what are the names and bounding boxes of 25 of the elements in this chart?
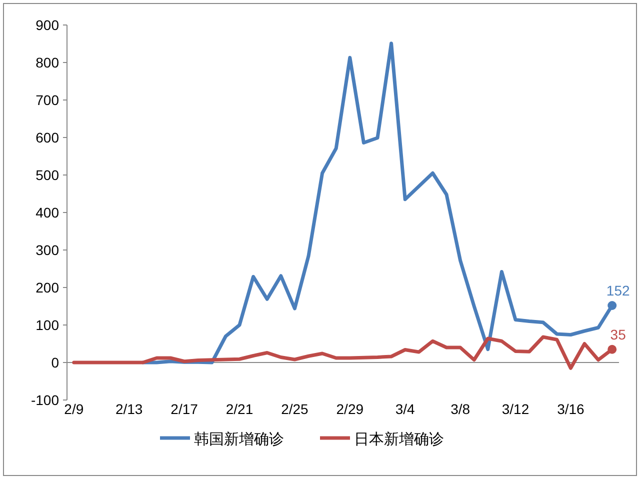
- y-tick-label: 200: [36, 280, 60, 296]
- x-tick-label: 2/25: [281, 401, 309, 417]
- y-tick-label: 500: [36, 167, 60, 183]
- x-tick-label: 3/16: [557, 401, 585, 417]
- legend-label: 日本新增确诊: [354, 431, 444, 448]
- x-tick-label: 3/4: [395, 401, 416, 417]
- data-label: 152: [606, 282, 630, 298]
- legend-label: 韩国新增确诊: [194, 431, 284, 448]
- x-tick-label: 2/29: [336, 401, 364, 417]
- y-tick-label: -100: [30, 392, 60, 408]
- y-tick-label: 700: [36, 92, 60, 108]
- x-tick-label: 3/8: [450, 401, 470, 417]
- data-label: 35: [610, 326, 626, 342]
- x-tick-label: 3/12: [502, 401, 530, 417]
- y-tick-label: 900: [36, 17, 60, 33]
- x-tick-label: 2/21: [226, 401, 254, 417]
- y-tick-label: 600: [36, 130, 60, 146]
- x-tick-label: 2/17: [170, 401, 198, 417]
- y-tick-label: 100: [36, 317, 60, 333]
- y-tick-label: 400: [36, 204, 60, 220]
- y-tick-label: 800: [36, 54, 60, 70]
- x-tick-label: 2/9: [64, 401, 84, 417]
- x-tick-label: 2/13: [115, 401, 143, 417]
- y-tick-label: 300: [36, 242, 60, 258]
- y-tick-label: 0: [51, 354, 60, 370]
